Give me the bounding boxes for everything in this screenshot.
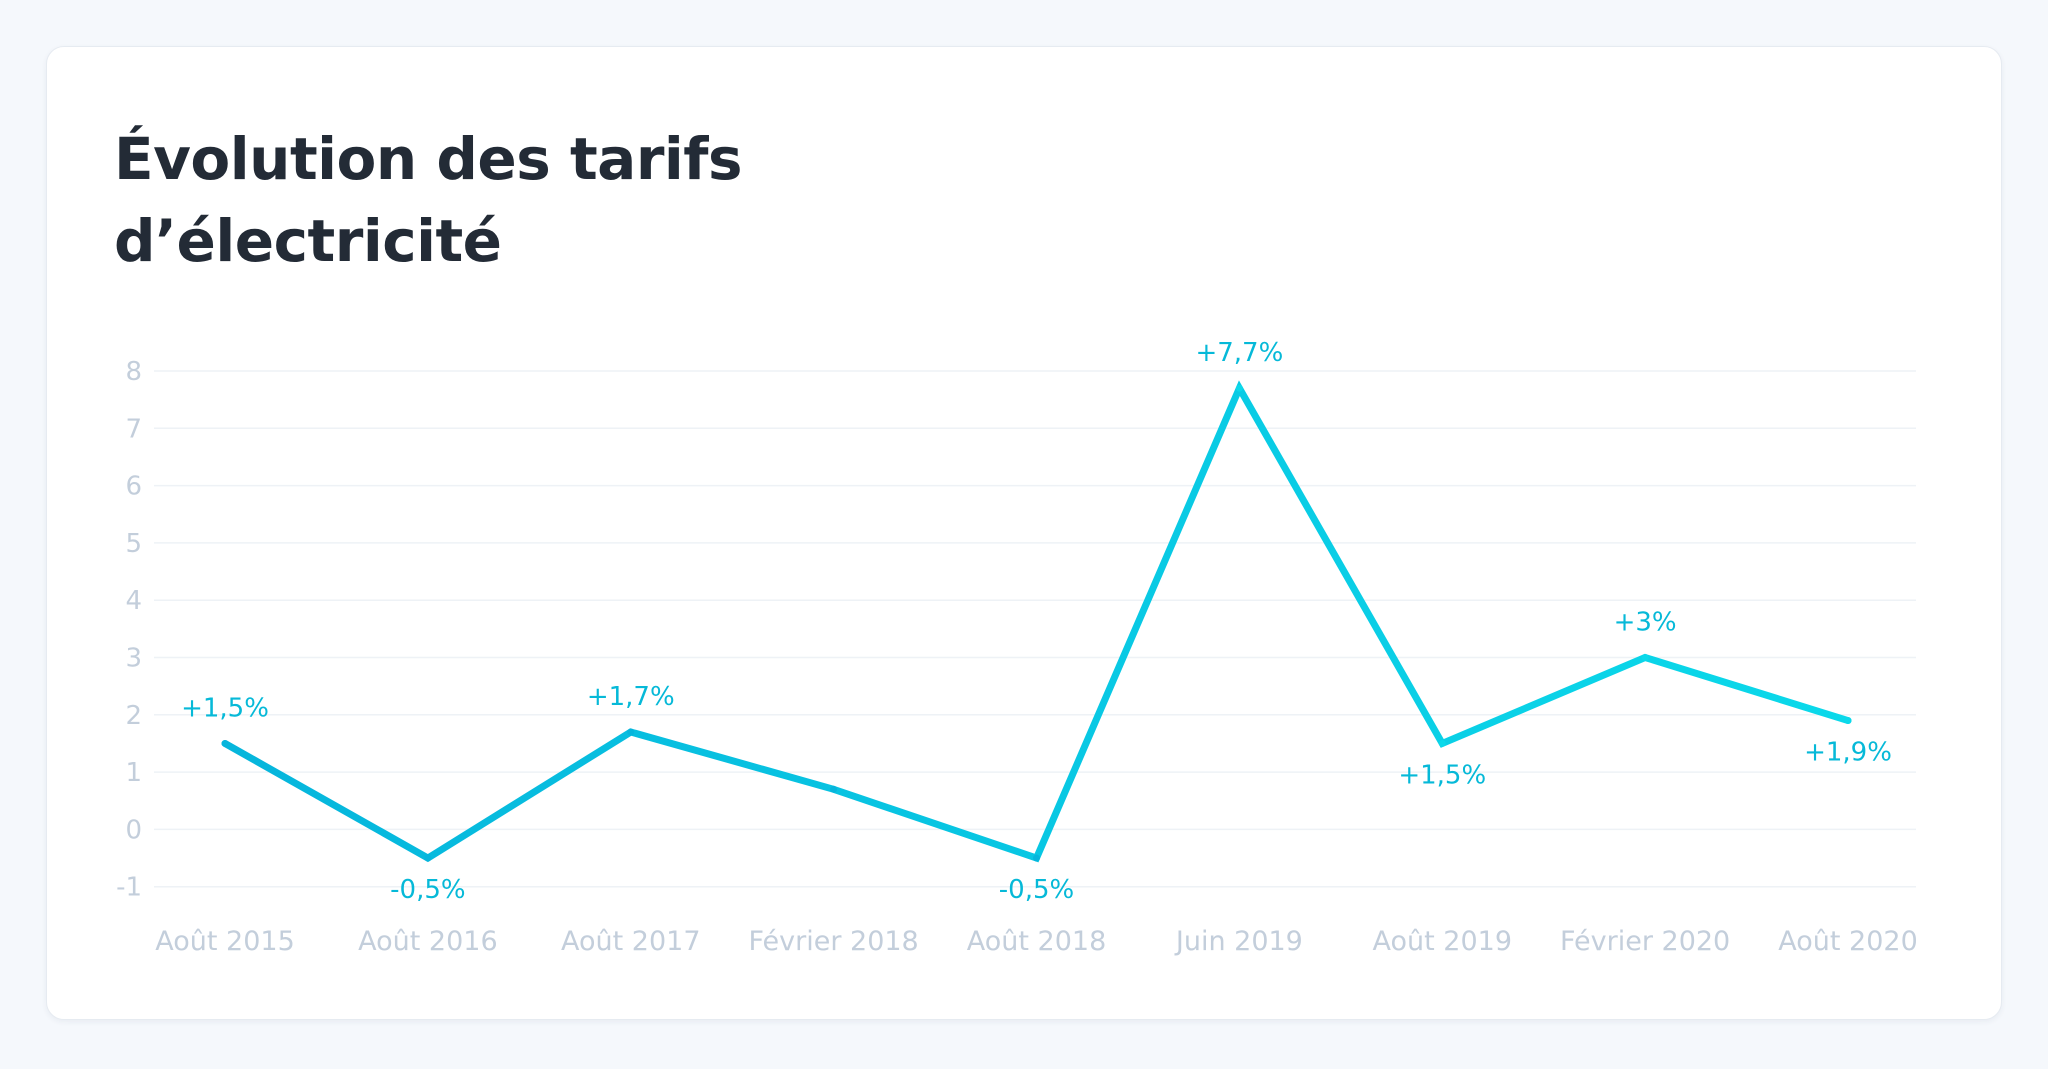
data-label: +1,5%: [181, 693, 269, 723]
y-tick-label: 1: [125, 758, 142, 788]
data-point: [627, 728, 635, 736]
x-tick-label: Août 2017: [561, 926, 701, 957]
chart-title: Évolution des tarifs d’électricité: [114, 125, 743, 275]
data-point: [221, 739, 229, 747]
y-tick-label: 3: [125, 644, 142, 674]
data-point: [1235, 384, 1243, 392]
data-label: +7,7%: [1195, 338, 1283, 368]
grid-lines: [154, 370, 1916, 888]
data-label: -0,5%: [390, 875, 465, 905]
data-point: [424, 854, 432, 862]
y-tick-label: 7: [125, 414, 142, 444]
x-tick-label: Août 2018: [967, 926, 1107, 957]
data-point: [830, 785, 838, 793]
data-point: [1438, 739, 1446, 747]
y-tick-label: 5: [125, 529, 142, 559]
y-tick-label: -1: [116, 873, 142, 903]
data-label: +3%: [1614, 608, 1677, 638]
data-point: [1641, 654, 1649, 661]
y-tick-label: 6: [125, 472, 142, 502]
data-labels: +1,5% -0,5% +1,7% -0,5% +7,7% +1,5% +3% +1,9%: [181, 338, 1892, 905]
chart-card: [46, 46, 2002, 1020]
x-axis-ticks: Août 2015 Août 2016 Août 2017 Février 2018 A…: [155, 926, 1918, 957]
x-tick-label: Août 2016: [358, 926, 498, 957]
y-axis-ticks: 8 7 6 5 4 3 2 1 0 -1: [116, 357, 142, 903]
data-label: +1,5%: [1398, 760, 1486, 790]
x-tick-label: Février 2020: [1560, 926, 1730, 957]
x-tick-label: Février 2018: [748, 926, 918, 957]
series-line: [221, 380, 1852, 863]
x-tick-label: Juin 2019: [1174, 926, 1303, 957]
series-layer: [221, 380, 1852, 863]
y-tick-label: 4: [125, 586, 142, 616]
x-tick-label: Août 2015: [155, 926, 295, 957]
data-point: [1844, 717, 1852, 725]
x-tick-label: Août 2019: [1372, 926, 1512, 957]
x-tick-label: Août 2020: [1778, 926, 1918, 957]
data-label: +1,9%: [1804, 738, 1892, 768]
data-point: [1033, 854, 1040, 862]
y-tick-label: 8: [125, 357, 142, 387]
data-label: -0,5%: [999, 875, 1074, 905]
y-tick-label: 2: [125, 701, 142, 731]
y-tick-label: 0: [125, 815, 142, 845]
data-label: +1,7%: [587, 682, 675, 712]
